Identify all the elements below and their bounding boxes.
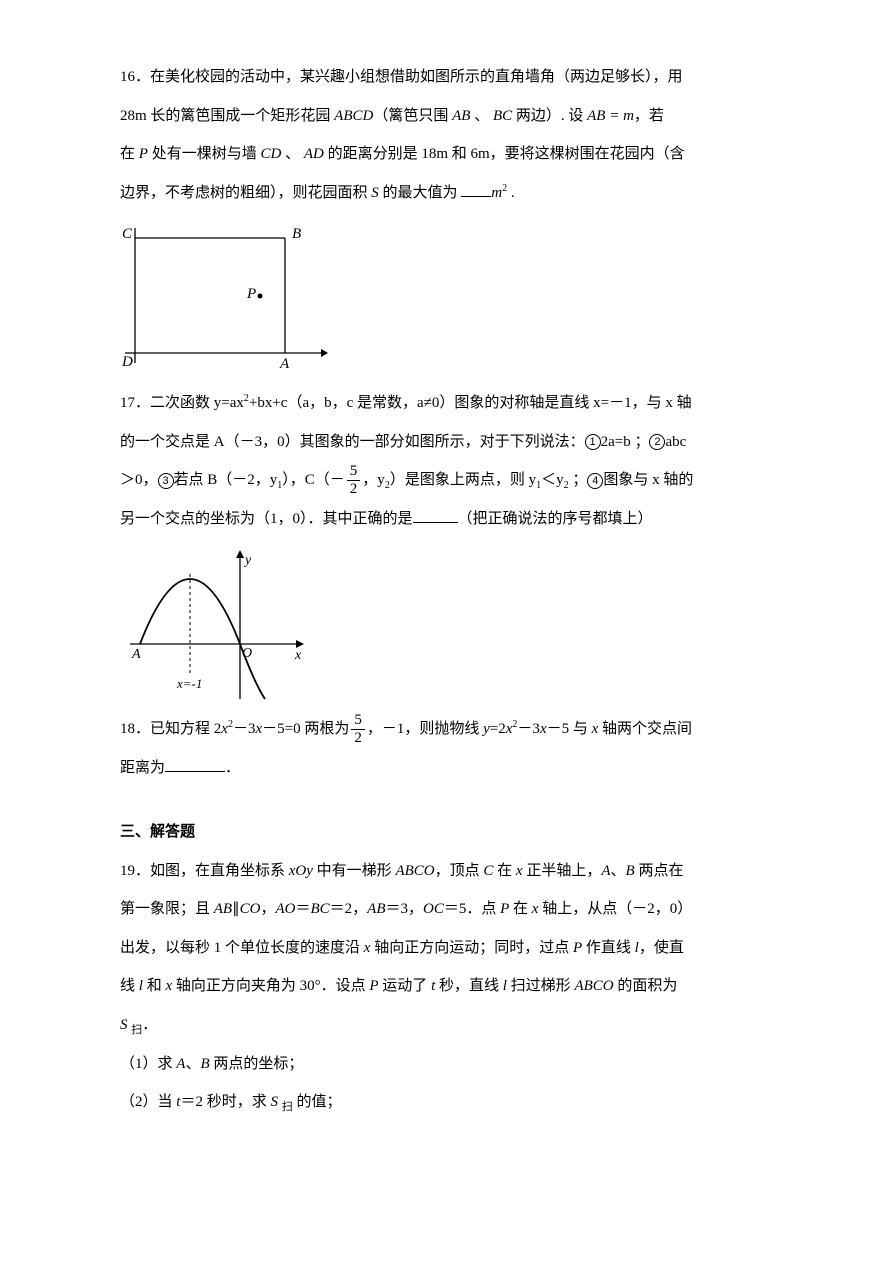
q19-line3: 出发，以每秒 1 个单位长度的速度沿 x 轴向正方向运动；同时，过点 P 作直线…	[120, 931, 773, 966]
fig-q17: y x O A x=-1	[120, 544, 310, 704]
svg-text:A: A	[279, 356, 290, 372]
svg-text:y: y	[243, 553, 252, 568]
fig-q16: C B D A P	[120, 218, 330, 378]
q16-line3: 在 P 处有一棵树与墙 CD 、 AD 的距离分别是 18m 和 6m，要将这棵…	[120, 137, 773, 172]
svg-text:D: D	[121, 354, 133, 370]
q18-line1: 18．已知方程 2x2－3x－5=0 两根为52，－1，则抛物线 y=2x2－3…	[120, 712, 773, 747]
q16-line2: 28m 长的篱笆围成一个矩形花园 ABCD（篱笆只围 AB 、 BC 两边）. …	[120, 99, 773, 134]
circled-3: 3	[158, 473, 174, 489]
q18-blank	[165, 758, 225, 772]
frac-q18: 52	[349, 713, 367, 746]
q16-blank	[461, 183, 491, 197]
q19-line2: 第一象限；且 AB∥CO，AO＝BC＝2，AB＝3，OC＝5．点 P 在 x 轴…	[120, 892, 773, 927]
svg-text:x=-1: x=-1	[176, 676, 202, 691]
q16-line1: 16．在美化校园的活动中，某兴趣小组想借助如图所示的直角墙角（两边足够长），用	[120, 60, 773, 95]
q16-line4: 边界，不考虑树的粗细），则花园面积 S 的最大值为 m2 .	[120, 176, 773, 211]
q17-line3: ＞0，3若点 B（－2，y1），C（－52，y2）是图象上两点，则 y1＜y2 …	[120, 463, 773, 498]
frac-5-2: 52	[345, 464, 363, 497]
circled-4: 4	[587, 473, 603, 489]
svg-text:x: x	[294, 648, 302, 663]
q17-line1: 17．二次函数 y=ax2+bx+c（a，b，c 是常数，a≠0）图象的对称轴是…	[120, 386, 773, 421]
q17-blank	[413, 509, 458, 523]
q17-line2: 的一个交点是 A（－3，0）其图象的一部分如图所示，对于下列说法：12a=b ；…	[120, 425, 773, 460]
circled-2: 2	[649, 434, 665, 450]
section-3-title: 三、解答题	[120, 815, 773, 850]
q17-line4: 另一个交点的坐标为（1，0）．其中正确的是（把正确说法的序号都填上）	[120, 502, 773, 537]
q19-sub1: （1）求 A、B 两点的坐标；	[120, 1047, 773, 1082]
circled-1: 1	[585, 434, 601, 450]
q19-line4: 线 l 和 x 轴向正方向夹角为 30°．设点 P 运动了 t 秒，直线 l 扫…	[120, 969, 773, 1004]
q19-sub2: （2）当 t＝2 秒时，求 S 扫 的值；	[120, 1085, 773, 1120]
svg-text:C: C	[122, 226, 133, 242]
q18-line2: 距离为．	[120, 751, 773, 786]
q19-line5: S 扫．	[120, 1008, 773, 1043]
svg-text:B: B	[292, 226, 301, 242]
q19-line1: 19．如图，在直角坐标系 xOy 中有一梯形 ABCO，顶点 C 在 x 正半轴…	[120, 854, 773, 889]
svg-text:P: P	[246, 286, 256, 302]
svg-text:O: O	[242, 646, 252, 661]
svg-text:A: A	[131, 647, 141, 662]
